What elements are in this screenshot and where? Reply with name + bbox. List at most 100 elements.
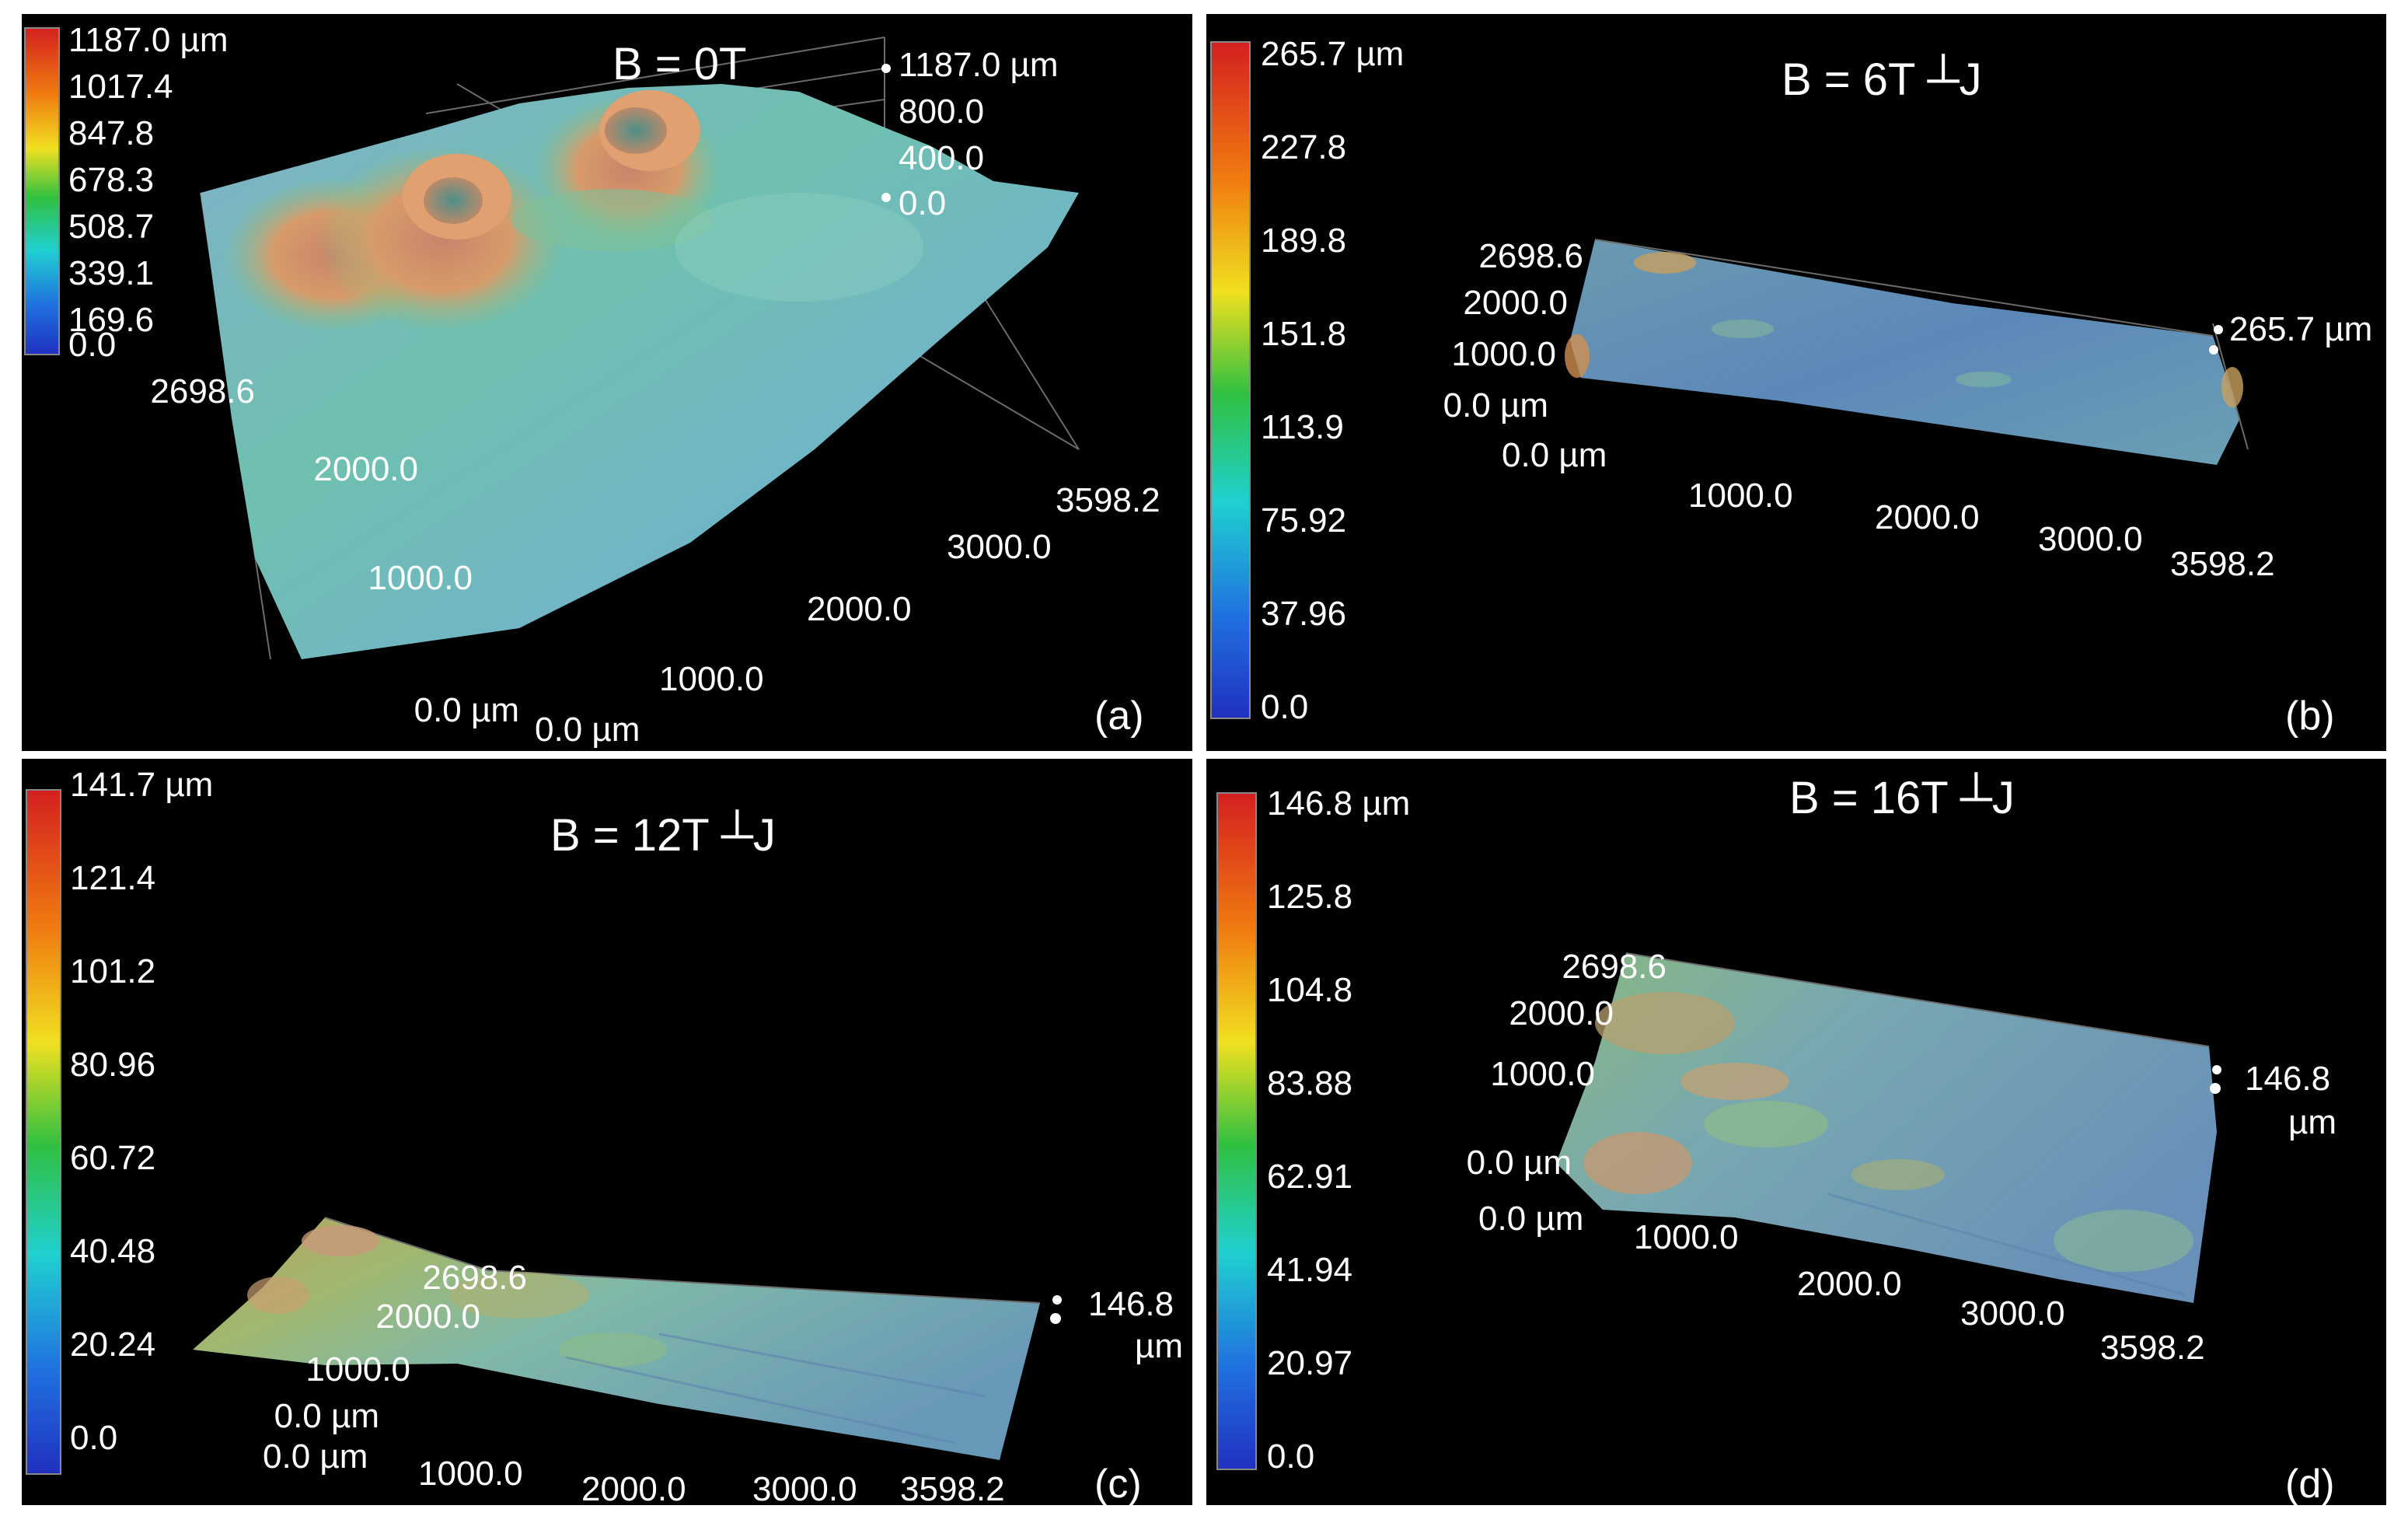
colorbar-labels: 141.7 µm 121.4 101.2 80.96 60.72 40.48 2… <box>70 766 213 1457</box>
x-axis: 0.0 µm 1000.0 2000.0 3000.0 3598.2 <box>535 481 1160 749</box>
colorbar-label: 141.7 µm <box>70 766 213 804</box>
colorbar-label: 151.8 <box>1261 315 1346 353</box>
x-axis-tick: 1000.0 <box>659 660 764 698</box>
y-axis-tick: 2000.0 <box>1509 994 1614 1032</box>
colorbar-label: 83.88 <box>1267 1064 1352 1102</box>
colorbar-label: 41.94 <box>1267 1251 1352 1289</box>
z-axis-tick: 1187.0 µm <box>899 46 1059 84</box>
surface-plot <box>1565 239 2249 465</box>
z-axis-tick: 0.0 <box>899 184 946 222</box>
z-axis-tick: 146.8 <box>2245 1060 2330 1098</box>
x-axis: 0.0 µm 1000.0 2000.0 3000.0 3598.2 <box>1478 1200 2205 1367</box>
y-axis-tick: 2698.6 <box>150 372 255 410</box>
y-axis-tick: 2698.6 <box>422 1259 527 1297</box>
panel-title: B = 16T ┴J <box>1789 771 2015 823</box>
z-axis-tick: 400.0 <box>899 139 984 177</box>
x-axis-tick: 3598.2 <box>1056 481 1160 519</box>
x-axis: 0.0 µm 1000.0 2000.0 3000.0 3598.2 <box>1502 436 2275 583</box>
panel-label: (d) <box>2285 1462 2335 1505</box>
z-axis-tick: µm <box>2288 1103 2336 1141</box>
z-axis: 265.7 µm <box>2209 310 2372 355</box>
z-axis: 1187.0 µm 800.0 400.0 0.0 <box>881 46 1059 222</box>
z-axis-tick: 265.7 µm <box>2229 310 2372 348</box>
colorbar-label: 125.8 <box>1267 878 1352 916</box>
z-axis: 146.8 µm <box>2210 1060 2336 1141</box>
colorbar-label: 75.92 <box>1261 501 1346 540</box>
colorbar-label: 62.91 <box>1267 1158 1352 1196</box>
y-axis: 2698.6 2000.0 1000.0 0.0 µm <box>274 1259 527 1435</box>
colorbar-label: 189.8 <box>1261 222 1346 260</box>
x-axis-tick: 1000.0 <box>1634 1218 1739 1256</box>
colorbar-label: 339.1 <box>68 254 154 292</box>
x-axis-tick: 0.0 µm <box>263 1437 368 1476</box>
panel-label: (c) <box>1094 1462 1142 1505</box>
x-axis-tick: 0.0 µm <box>1478 1200 1583 1238</box>
x-axis: 0.0 µm 1000.0 2000.0 3000.0 3598.2 <box>263 1437 1005 1505</box>
colorbar-label: 60.72 <box>70 1139 155 1177</box>
panel-label: (b) <box>2285 693 2335 739</box>
y-axis: 2698.6 2000.0 1000.0 0.0 µm <box>1443 237 1583 424</box>
y-axis-tick: 2000.0 <box>375 1298 480 1336</box>
y-axis-tick: 2000.0 <box>1463 284 1568 322</box>
colorbar-label: 169.6 <box>68 301 154 339</box>
y-axis-tick: 0.0 µm <box>1467 1144 1572 1182</box>
surface-plot <box>1556 952 2217 1303</box>
z-axis-tick: 800.0 <box>899 93 984 131</box>
x-axis-tick: 3000.0 <box>752 1470 857 1505</box>
x-axis-tick: 1000.0 <box>1688 477 1793 515</box>
colorbar-label: 1187.0 µm <box>68 21 229 59</box>
colorbar-label: 1017.4 <box>68 68 173 106</box>
colorbar-label: 104.8 <box>1267 971 1352 1009</box>
colorbar-label: 80.96 <box>70 1046 155 1084</box>
y-axis: 2698.6 2000.0 1000.0 0.0 µm <box>150 372 519 729</box>
panel-title: B = 6T ┴J <box>1782 53 1982 105</box>
y-axis-tick: 0.0 µm <box>274 1397 379 1435</box>
colorbar-label: 265.7 µm <box>1261 35 1404 73</box>
colorbar <box>24 27 60 355</box>
y-axis: 2698.6 2000.0 1000.0 0.0 µm <box>1467 948 1666 1182</box>
colorbar-label: 0.0 <box>68 326 116 364</box>
y-axis-tick: 1000.0 <box>1490 1055 1595 1093</box>
colorbar-label: 508.7 <box>68 208 154 246</box>
panel-a: 1187.0 µm 1017.4 847.8 678.3 508.7 339.1… <box>22 14 1192 751</box>
y-axis-tick: 0.0 µm <box>1443 386 1548 424</box>
x-axis-tick: 0.0 µm <box>1502 436 1607 474</box>
x-axis-tick: 3000.0 <box>2038 520 2143 558</box>
colorbar-label: 227.8 <box>1261 128 1346 166</box>
colorbar-label: 101.2 <box>70 952 155 990</box>
y-axis-tick: 2698.6 <box>1478 237 1583 275</box>
x-axis-tick: 2000.0 <box>1875 498 1980 536</box>
panel-c: 141.7 µm 121.4 101.2 80.96 60.72 40.48 2… <box>22 759 1192 1505</box>
colorbar-label: 121.4 <box>70 859 155 897</box>
colorbar-labels: 1187.0 µm 1017.4 847.8 678.3 508.7 339.1… <box>68 21 229 364</box>
x-axis-tick: 2000.0 <box>807 590 912 628</box>
panel-a-graphic: 1187.0 µm 1017.4 847.8 678.3 508.7 339.1… <box>24 21 1160 749</box>
y-axis-tick: 2698.6 <box>1562 948 1666 986</box>
z-axis: 146.8 µm <box>1050 1285 1183 1365</box>
x-axis-tick: 3598.2 <box>900 1470 1005 1505</box>
panel-label: (a) <box>1094 693 1144 739</box>
y-axis-tick: 1000.0 <box>305 1350 410 1389</box>
colorbar-label: 37.96 <box>1261 595 1346 633</box>
colorbar-labels: 146.8 µm 125.8 104.8 83.88 62.91 41.94 2… <box>1267 784 1410 1476</box>
x-axis-tick: 0.0 µm <box>535 711 640 749</box>
colorbar-label: 40.48 <box>70 1232 155 1270</box>
panel-b: 265.7 µm 227.8 189.8 151.8 113.9 75.92 3… <box>1206 14 2386 751</box>
x-axis-tick: 1000.0 <box>418 1455 523 1493</box>
panel-c-graphic: 141.7 µm 121.4 101.2 80.96 60.72 40.48 2… <box>26 766 1183 1505</box>
x-axis-tick: 3598.2 <box>2100 1329 2205 1367</box>
colorbar <box>1210 41 1251 719</box>
colorbar-label: 0.0 <box>1261 688 1308 726</box>
colorbar-label: 20.97 <box>1267 1344 1352 1382</box>
colorbar-label: 146.8 µm <box>1267 784 1410 823</box>
colorbar-label: 847.8 <box>68 114 154 152</box>
x-axis-tick: 2000.0 <box>1797 1265 1902 1303</box>
colorbar <box>1216 792 1257 1470</box>
panel-b-graphic: 265.7 µm 227.8 189.8 151.8 113.9 75.92 3… <box>1210 35 2372 739</box>
colorbar-label: 113.9 <box>1261 408 1344 446</box>
panel-title: B = 0T <box>612 39 746 89</box>
x-axis-tick: 3598.2 <box>2170 545 2275 583</box>
z-axis-tick: µm <box>1135 1327 1183 1365</box>
panel-d-graphic: 146.8 µm 125.8 104.8 83.88 62.91 41.94 2… <box>1216 771 2336 1505</box>
